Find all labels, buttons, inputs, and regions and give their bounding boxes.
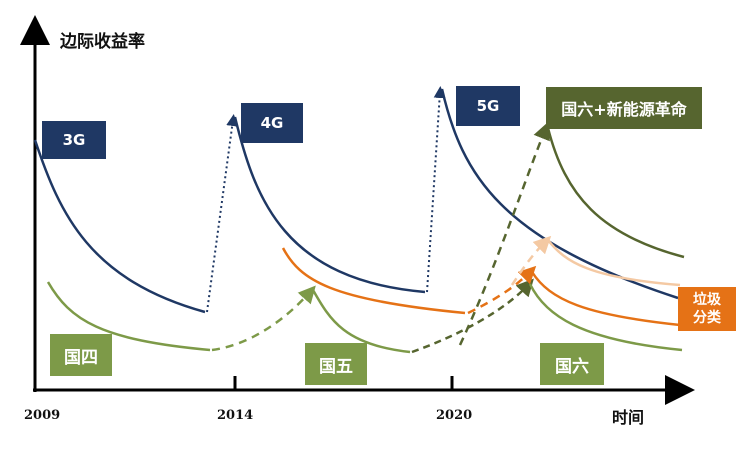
orange-curve-2 xyxy=(530,271,681,327)
x-axis-label: 时间 xyxy=(612,408,645,427)
label-waste-sorting: 垃圾 分类 xyxy=(678,287,736,331)
label-4g: 4G xyxy=(241,103,303,143)
guo6-curve xyxy=(528,283,683,352)
waste-label-line2: 分类 xyxy=(693,310,721,326)
4g-jump-line xyxy=(206,114,239,313)
orange-transition xyxy=(467,265,537,315)
label-guo5: 国五 xyxy=(305,343,367,385)
orange-curve-1 xyxy=(281,247,466,315)
revolution-curve xyxy=(546,127,685,259)
light-orange-transition xyxy=(510,235,552,286)
label-3g: 3G xyxy=(42,121,106,159)
3g-curve xyxy=(33,139,206,314)
5g-jump-line xyxy=(426,86,446,293)
label-guo4: 国四 xyxy=(50,334,112,376)
y-axis-label: 边际收益率 xyxy=(60,32,145,52)
guo4-curve xyxy=(46,281,211,352)
guo5-transition xyxy=(211,285,316,352)
revolution-transition xyxy=(458,121,550,346)
label-5g: 5G xyxy=(456,86,520,126)
4g-curve xyxy=(233,116,426,294)
waste-label-line1: 垃圾 xyxy=(693,292,721,308)
guo5-curve xyxy=(311,289,411,354)
year-2009: 2009 xyxy=(24,408,61,423)
label-revolution: 国六+新能源革命 xyxy=(546,87,702,129)
label-guo6: 国六 xyxy=(540,343,604,385)
light-orange-curve xyxy=(547,239,681,287)
year-2020: 2020 xyxy=(436,408,473,423)
year-2014: 2014 xyxy=(217,408,254,423)
guo6-transition xyxy=(411,278,534,354)
5g-curve xyxy=(440,88,679,300)
